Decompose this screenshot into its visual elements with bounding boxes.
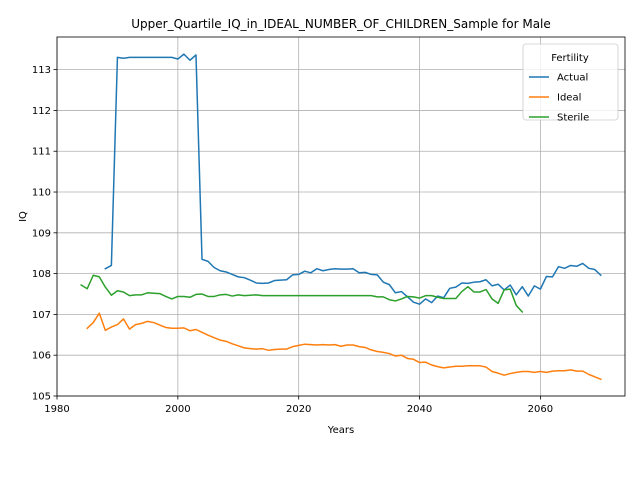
x-tick-label: 2000 xyxy=(165,404,190,415)
y-tick-label: 113 xyxy=(32,65,51,76)
series-line-actual xyxy=(104,53,602,305)
y-axis-label: IQ xyxy=(18,211,29,222)
y-tick-label: 110 xyxy=(32,188,51,199)
plot-frame xyxy=(56,36,626,397)
legend-entry-ideal: Ideal xyxy=(557,93,581,104)
y-tick-label: 108 xyxy=(32,269,51,280)
series-lines xyxy=(80,53,602,381)
chart-title: Upper_Quartile_IQ_in_IDEAL_NUMBER_OF_CHI… xyxy=(131,17,551,31)
y-tick-label: 109 xyxy=(32,228,51,239)
y-tick-label: 107 xyxy=(32,310,51,321)
x-tick-label: 2060 xyxy=(528,404,553,415)
y-tick-label: 112 xyxy=(32,106,51,117)
y-axis-ticks: 105 106 107 108 109 110 111 112 113 xyxy=(32,65,57,403)
y-tick-label: 111 xyxy=(32,147,51,158)
legend: Fertility Actual Ideal Sterile xyxy=(522,43,619,124)
legend-entry-actual: Actual xyxy=(557,73,588,84)
x-tick-label: 2040 xyxy=(407,404,432,415)
x-tick-label: 1980 xyxy=(44,404,69,415)
legend-title: Fertility xyxy=(551,53,589,64)
x-tick-label: 2020 xyxy=(286,404,311,415)
series-line-sterile xyxy=(80,274,524,314)
x-axis-label: Years xyxy=(327,425,354,436)
series-line-ideal xyxy=(86,312,602,381)
y-tick-label: 106 xyxy=(32,351,51,362)
x-axis-ticks: 1980 2000 2020 2040 2060 xyxy=(44,396,553,415)
legend-box xyxy=(522,43,619,121)
legend-entry-sterile: Sterile xyxy=(557,113,589,124)
y-tick-label: 105 xyxy=(32,392,51,403)
